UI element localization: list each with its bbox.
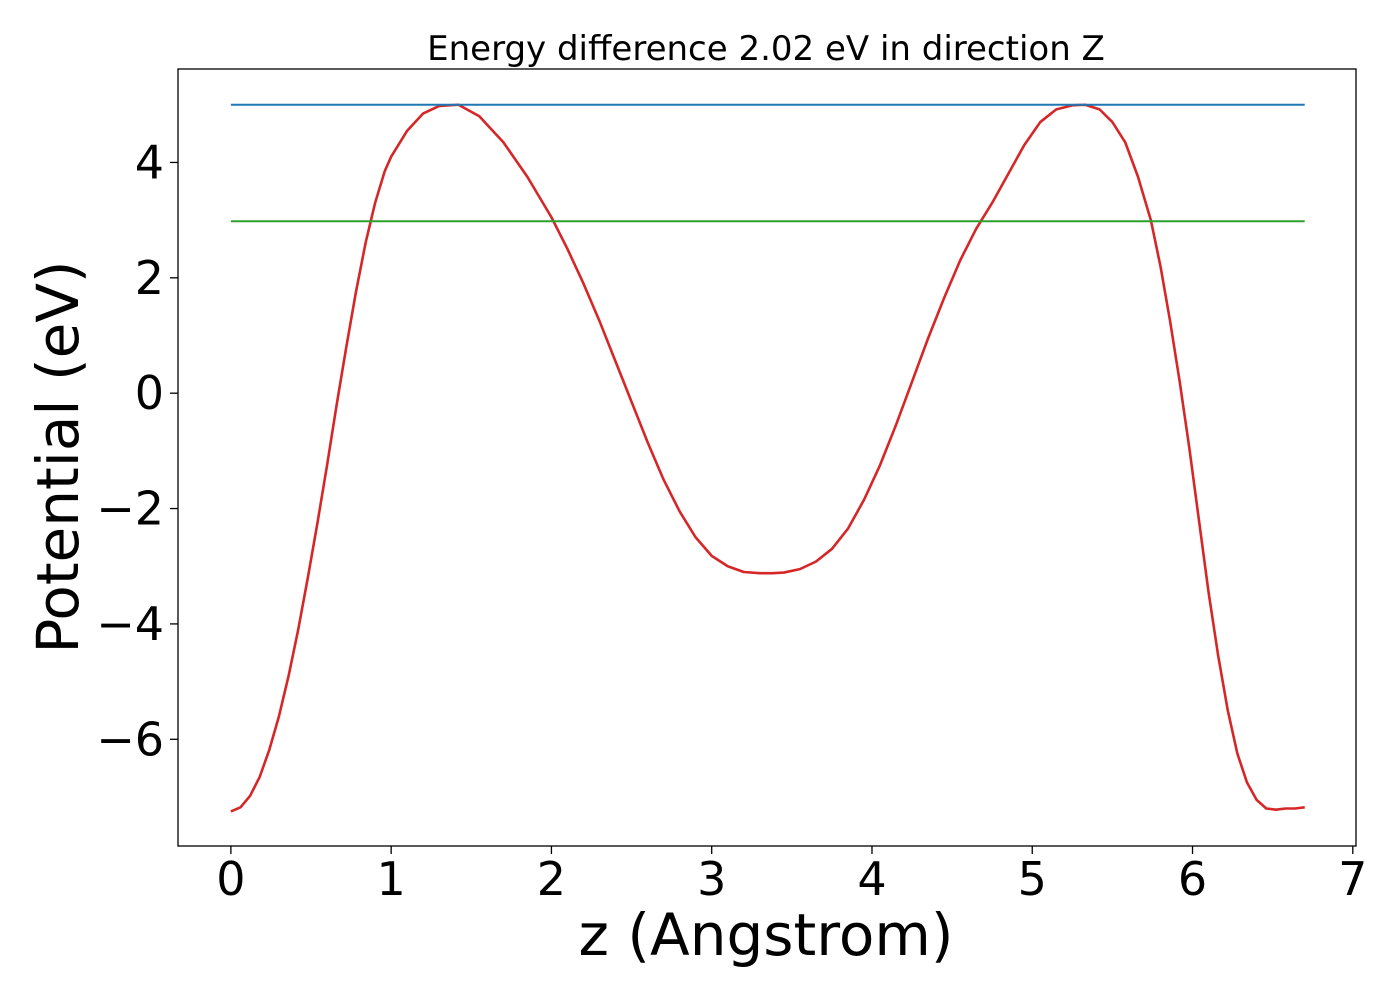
x-tick-label: 0 — [216, 852, 245, 906]
y-tick-label: −4 — [96, 597, 164, 651]
y-tick-label: 0 — [135, 366, 164, 420]
y-tick-label: 2 — [135, 251, 164, 305]
x-tick-label: 4 — [857, 852, 886, 906]
x-tick-label: 6 — [1178, 852, 1207, 906]
y-axis-label: Potential (eV) — [24, 260, 92, 653]
y-tick-label: −6 — [96, 712, 164, 766]
y-tick-label: −2 — [96, 482, 164, 536]
x-tick-label: 3 — [697, 852, 726, 906]
x-axis-label: z (Angstrom) — [579, 901, 954, 969]
plot-frame — [177, 68, 1357, 847]
y-axis: −6 −4 −2 0 2 4 — [96, 135, 178, 766]
y-tick-label: 4 — [135, 135, 164, 189]
x-axis: 0 1 2 3 4 5 6 7 — [216, 846, 1367, 906]
x-tick-label: 5 — [1018, 852, 1047, 906]
series-layer — [230, 103, 1305, 813]
x-tick-label: 2 — [537, 852, 566, 906]
series-line-0 — [230, 103, 1305, 813]
x-tick-label: 1 — [377, 852, 406, 906]
x-tick-label: 7 — [1338, 852, 1367, 906]
chart-title: Energy difference 2.02 eV in direction Z — [427, 29, 1105, 69]
